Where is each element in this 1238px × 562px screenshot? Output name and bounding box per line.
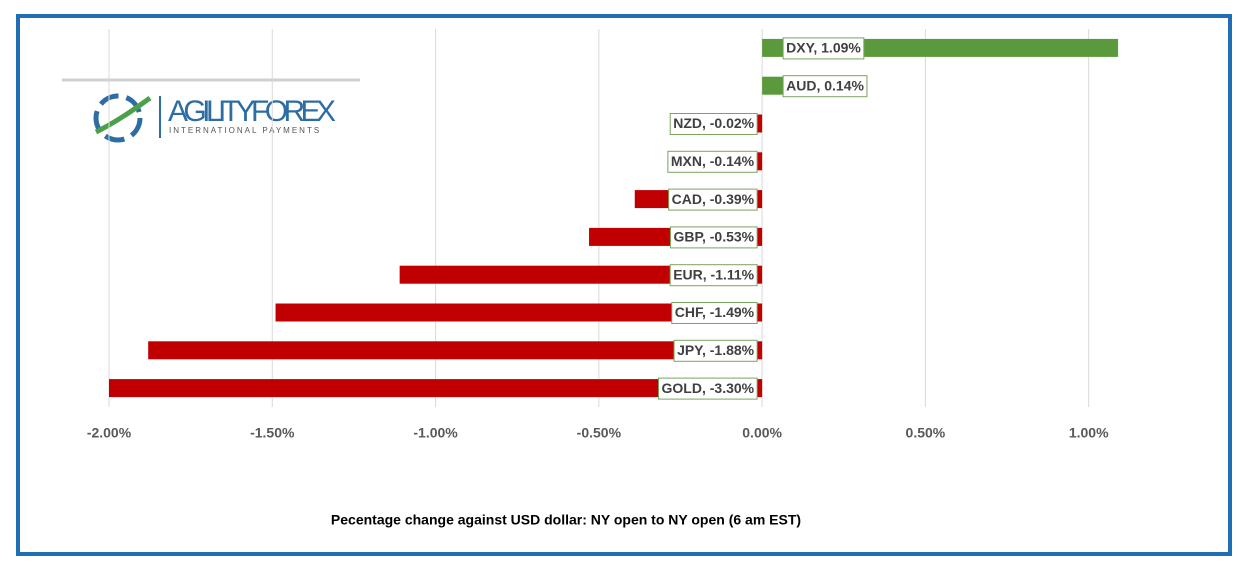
value-label: GBP, -0.53% [673,229,754,245]
bar [755,114,763,133]
logo-name: AGILITYFOREX [168,95,336,128]
value-label: NZD, -0.02% [673,115,754,131]
frame [16,14,1232,556]
logo-tagline: INTERNATIONAL PAYMENTS [169,126,321,135]
value-label: AUD, 0.14% [786,77,864,93]
value-label: DXY, 1.09% [786,40,861,56]
value-label-box [668,188,758,211]
value-label-box [782,75,868,98]
value-label-box [667,150,758,173]
value-label-box [669,113,758,135]
bar [275,303,763,322]
value-label-box [669,264,758,287]
x-axis-label: Pecentage change against USD dollar: NY … [331,512,801,528]
logo-arrow [94,95,152,135]
x-tick-label: 0.00% [742,425,782,441]
x-tick-label: -2.00% [87,425,132,441]
value-label: GOLD, -3.30% [662,380,755,396]
bar [148,341,763,360]
logo: AGILITYFOREX INTERNATIONAL PAYMENTS [62,78,360,143]
x-tick-label: -1.00% [413,425,458,441]
value-label-box [673,339,758,362]
x-tick-label: -1.50% [250,425,295,441]
value-label-box [669,226,758,249]
value-label-box [658,377,758,400]
x-tick-label: 0.50% [906,425,946,441]
value-label: CAD, -0.39% [672,191,755,207]
value-label: MXN, -0.14% [671,153,755,169]
value-label: JPY, -1.88% [677,342,755,358]
bar [109,379,763,398]
x-tick-label: -0.50% [577,425,622,441]
value-label-box [671,302,758,324]
logo-icon [93,93,143,143]
x-tick-label: 1.00% [1069,425,1109,441]
value-label: EUR, -1.11% [673,266,754,282]
value-label: CHF, -1.49% [675,304,755,320]
value-label-box [782,37,865,60]
